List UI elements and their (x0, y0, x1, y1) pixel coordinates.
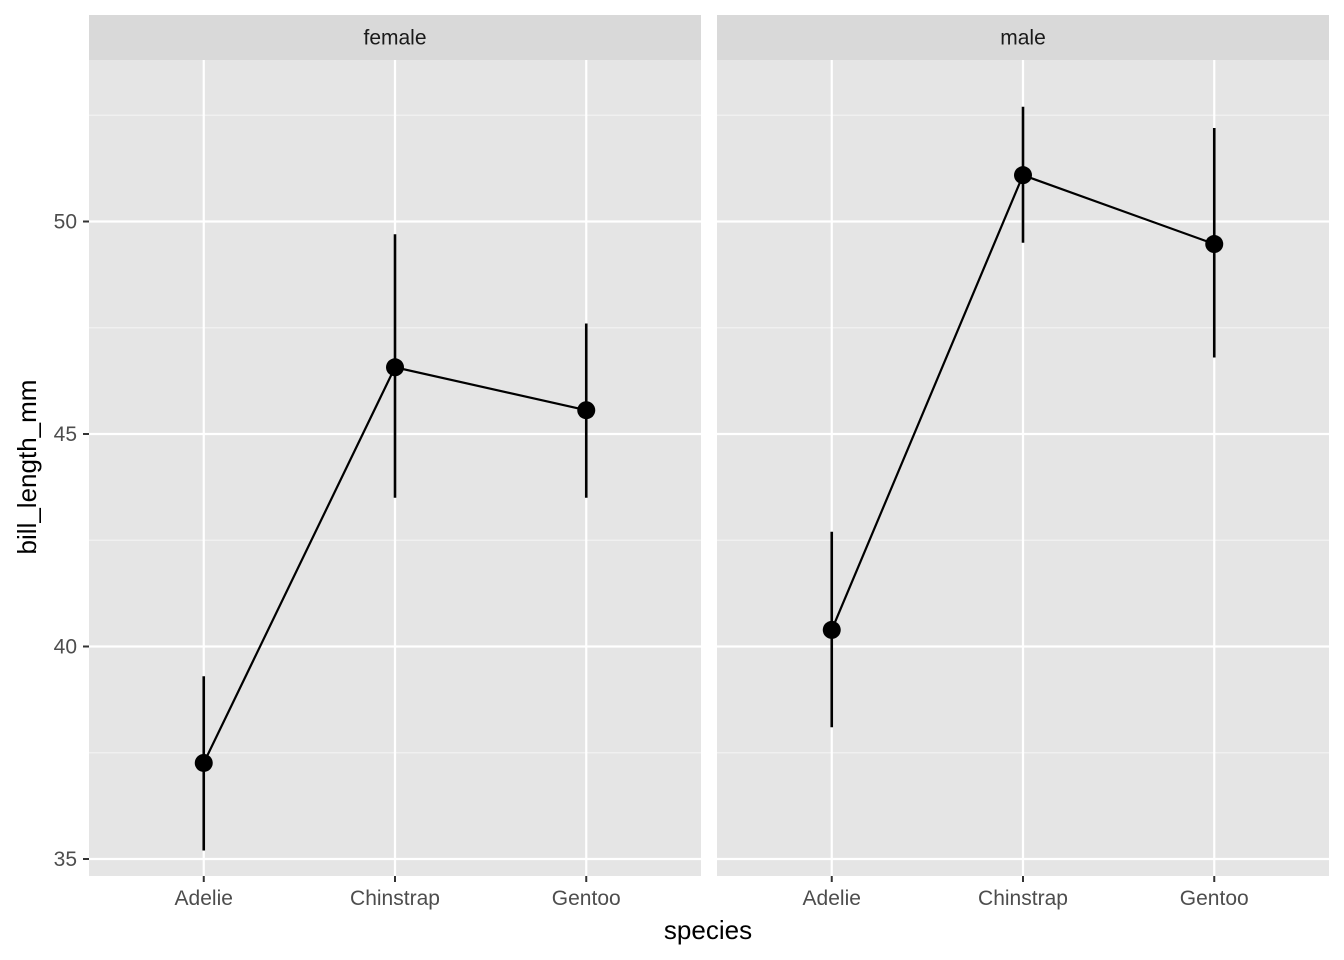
x-axis-title: species (664, 915, 752, 945)
y-axis: 35 40 45 50 (54, 211, 89, 871)
x-tick-label: Chinstrap (978, 887, 1068, 910)
y-tick-label: 35 (54, 848, 77, 871)
facet-strip-label: female (363, 27, 426, 50)
data-point (194, 753, 213, 772)
x-tick-label: Gentoo (552, 887, 621, 910)
x-tick-label: Chinstrap (350, 887, 440, 910)
x-tick-label: Adelie (175, 887, 233, 910)
x-tick-label: Gentoo (1180, 887, 1249, 910)
facet-strip (717, 15, 1329, 60)
data-point (822, 620, 841, 639)
facet-strip (89, 15, 701, 60)
x-tick-label: Adelie (803, 887, 861, 910)
y-axis-title: bill_length_mm (12, 380, 42, 555)
facet-male: male Adelie Chinstrap Gentoo (717, 15, 1329, 910)
data-point (1014, 166, 1032, 185)
data-point (577, 401, 596, 420)
y-tick-label: 50 (54, 211, 77, 234)
data-point (1205, 235, 1224, 254)
y-tick-label: 45 (54, 423, 77, 446)
facet-strip-label: male (1000, 27, 1046, 50)
facet-panels: female Adelie Chinstrap Gentoo male Adelie Chi… (89, 15, 1329, 910)
data-point (386, 358, 404, 377)
facet-female: female Adelie Chinstrap Gentoo (89, 15, 701, 910)
y-tick-label: 40 (54, 636, 77, 659)
